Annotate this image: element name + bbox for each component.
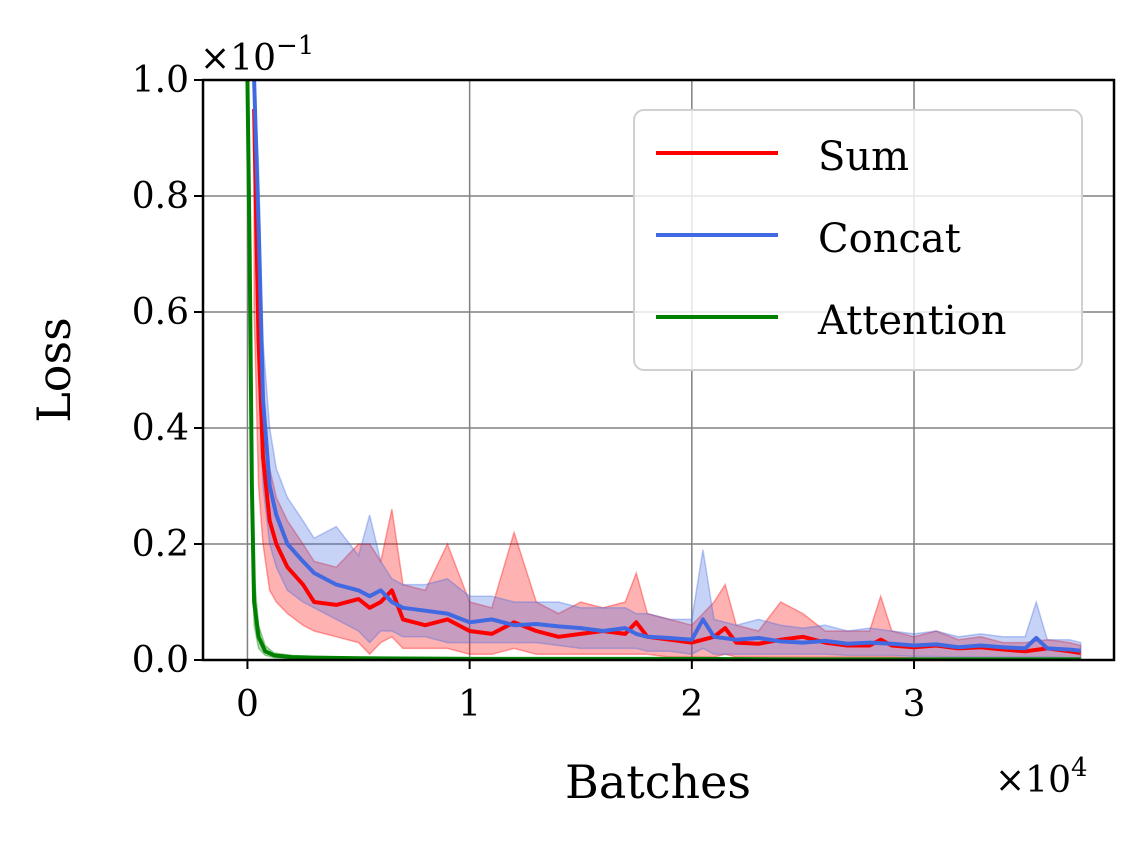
x-axis-ticks: 0 1 2 3: [236, 660, 925, 725]
y-axis-label: Loss: [27, 317, 81, 422]
legend: Sum Concat Attention: [633, 109, 1083, 371]
y-multiplier: ×10−1: [200, 31, 314, 79]
y-tick-label: 0.8: [132, 176, 189, 217]
x-tick-label: 2: [680, 684, 703, 725]
x-tick-label: 3: [903, 684, 926, 725]
svg-text:×10−1: ×10−1: [200, 31, 314, 79]
y-tick-label: 0.6: [132, 292, 189, 333]
y-multiplier-exponent: −1: [276, 31, 314, 61]
y-multiplier-base: ×10: [200, 38, 276, 79]
y-tick-label: 0.0: [132, 640, 189, 681]
y-tick-label: 1.0: [132, 60, 189, 101]
x-multiplier-exponent: 4: [1071, 753, 1088, 783]
line-concat: [252, 80, 1081, 653]
plot-frame: [201, 78, 1116, 662]
x-multiplier: ×104: [995, 753, 1088, 801]
legend-label-concat: Concat: [818, 216, 961, 262]
legend-label-sum: Sum: [818, 134, 909, 180]
x-tick-label: 0: [236, 684, 259, 725]
y-tick-label: 0.2: [132, 524, 189, 565]
x-tick-label: 1: [458, 684, 481, 725]
x-axis-label: Batches: [565, 755, 751, 809]
y-axis-ticks: 0.0 0.2 0.4 0.6 0.8 1.0: [132, 60, 203, 681]
y-tick-label: 0.4: [132, 408, 189, 449]
legend-box: [633, 109, 1083, 371]
legend-label-attention: Attention: [817, 298, 1006, 344]
x-multiplier-base: ×10: [995, 760, 1071, 801]
svg-text:×104: ×104: [995, 753, 1088, 801]
